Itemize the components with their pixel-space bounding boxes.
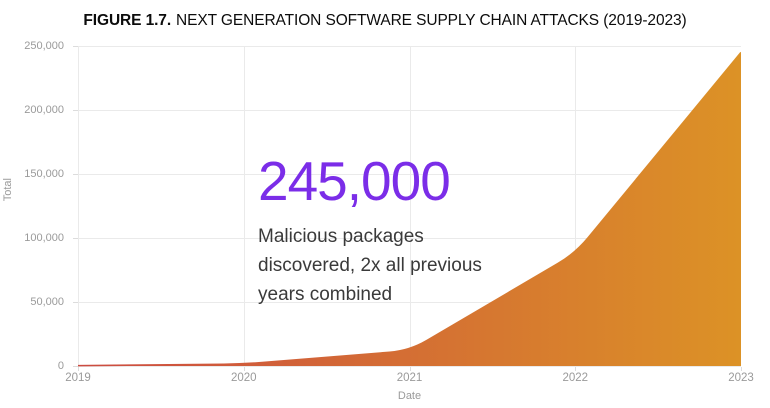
y-tick bbox=[73, 302, 78, 303]
x-tick-label: 2023 bbox=[728, 372, 754, 384]
y-tick-label: 150,000 bbox=[24, 168, 64, 180]
area-series-total bbox=[78, 52, 741, 367]
x-tick bbox=[575, 367, 576, 371]
x-tick-label: 2019 bbox=[65, 372, 91, 384]
area-topline bbox=[78, 51, 741, 367]
figure-title-prefix: FIGURE 1.7. bbox=[83, 12, 172, 29]
x-tick bbox=[410, 367, 411, 371]
y-tick-label: 200,000 bbox=[24, 104, 64, 116]
y-tick bbox=[73, 110, 78, 111]
callout-text: Malicious packages discovered, 2x all pr… bbox=[258, 222, 482, 309]
y-tick bbox=[73, 366, 78, 367]
y-axis-title: Total bbox=[2, 178, 14, 202]
x-tick-label: 2021 bbox=[396, 372, 423, 384]
callout-line: Malicious packages bbox=[258, 226, 424, 247]
callout: 245,000 Malicious packages discovered, 2… bbox=[258, 153, 482, 309]
y-tick-label: 50,000 bbox=[30, 296, 64, 308]
callout-line: years combined bbox=[258, 284, 393, 305]
figure-title: FIGURE 1.7. NEXT GENERATION SOFTWARE SUPP… bbox=[0, 12, 770, 30]
x-axis-title: Date bbox=[397, 390, 422, 402]
callout-line: discovered, 2x all previous bbox=[258, 255, 482, 276]
area-chart-svg bbox=[78, 46, 741, 367]
x-tick-label: 2020 bbox=[230, 372, 257, 384]
y-tick-label: 250,000 bbox=[24, 40, 64, 52]
callout-value: 245,000 bbox=[258, 150, 451, 212]
y-tick bbox=[73, 174, 78, 175]
x-tick-label: 2022 bbox=[562, 372, 589, 384]
x-tick bbox=[741, 367, 742, 371]
y-tick-label: 100,000 bbox=[24, 232, 64, 244]
x-tick bbox=[78, 367, 79, 371]
y-tick-label: 0 bbox=[57, 360, 64, 372]
y-tick bbox=[73, 46, 78, 47]
y-tick bbox=[73, 238, 78, 239]
x-tick bbox=[244, 367, 245, 371]
plot-area: 245,000 Malicious packages discovered, 2… bbox=[78, 46, 741, 367]
figure-title-text: NEXT GENERATION SOFTWARE SUPPLY CHAIN AT… bbox=[176, 12, 687, 29]
